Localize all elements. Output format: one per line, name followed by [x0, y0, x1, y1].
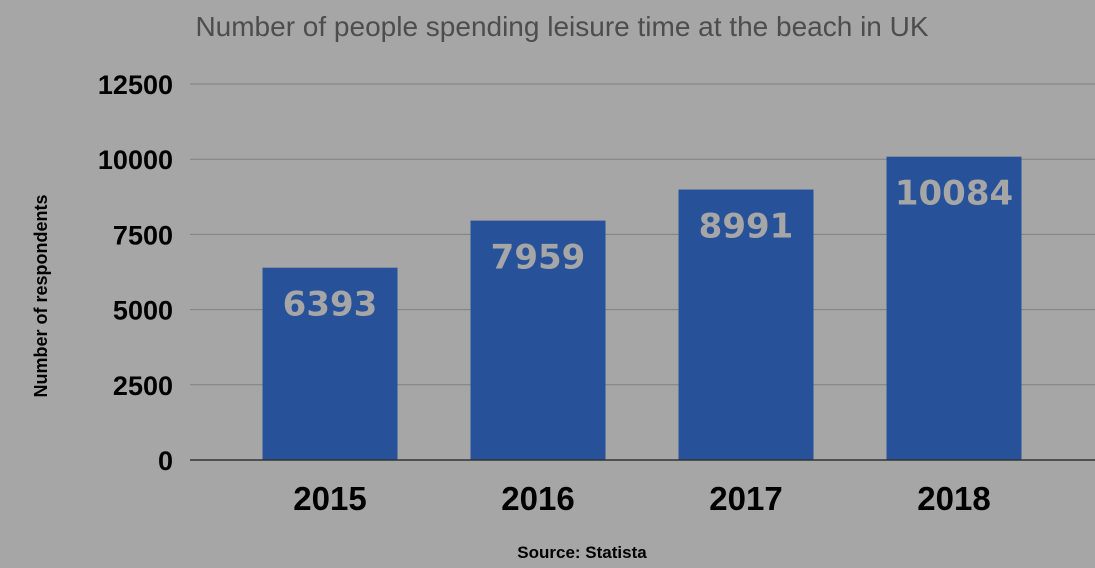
- bars: [262, 156, 1022, 460]
- source-note: Source: Statista: [517, 543, 647, 562]
- data-label: 6393: [283, 285, 378, 325]
- y-tick-label: 5000: [113, 296, 173, 326]
- x-tick-label: 2018: [917, 480, 990, 517]
- x-tick-label: 2016: [501, 480, 574, 517]
- data-label: 8991: [699, 207, 794, 247]
- bar-2015: [262, 267, 398, 460]
- x-tick-label: 2015: [293, 480, 366, 517]
- data-label: 7959: [491, 238, 586, 278]
- y-axis-ticks: 0 2500 5000 7500 10000 12500: [98, 70, 173, 476]
- y-tick-label: 10000: [98, 145, 173, 175]
- y-tick-label: 12500: [98, 70, 173, 100]
- bar-2018: [886, 156, 1022, 460]
- x-tick-label: 2017: [709, 480, 782, 517]
- y-axis-label: Number of respondents: [31, 194, 51, 397]
- y-tick-label: 2500: [113, 371, 173, 401]
- data-label: 10084: [895, 174, 1013, 214]
- x-axis-ticks: 2015 2016 2017 2018: [293, 480, 990, 517]
- y-tick-label: 7500: [113, 220, 173, 250]
- y-tick-label: 0: [158, 446, 173, 476]
- bar-2017: [678, 189, 814, 460]
- bar-2016: [470, 220, 606, 460]
- chart-title: Number of people spending leisure time a…: [195, 11, 928, 42]
- data-labels: 6393 7959 8991 10084: [283, 174, 1013, 325]
